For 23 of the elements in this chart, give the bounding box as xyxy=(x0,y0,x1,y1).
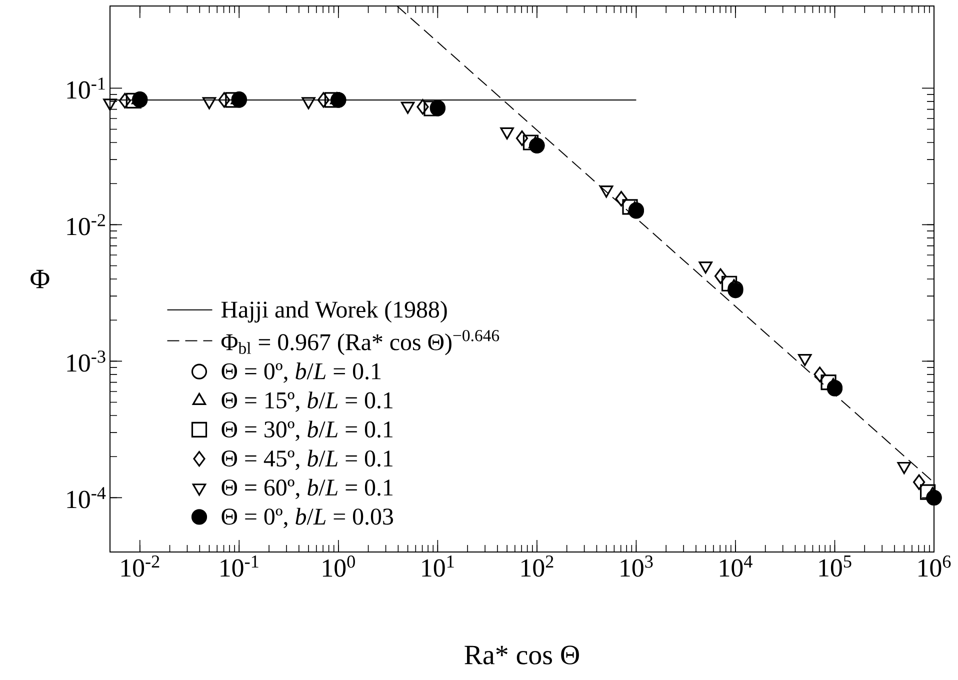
y-tick-label: 10$^{-3}$ xyxy=(67,350,106,372)
x-tick-label: 10$^{3}$ xyxy=(620,556,653,577)
legend-label: Θ = 60º, b/L = 0.1 xyxy=(222,478,392,500)
x-axis-title: Ra* cos Θ xyxy=(464,646,579,664)
x-tick-label: 10$^{0}$ xyxy=(322,556,355,577)
x-tick-label: 10$^{1}$ xyxy=(422,556,454,577)
y-tick-label: 10$^{-2}$ xyxy=(67,214,105,236)
x-tick-label: 10$^{2}$ xyxy=(521,556,554,577)
legend-label: Φ$_{bl}$ = 0.967 (Ra* cos Θ)$^{−0.646}$ xyxy=(221,330,500,356)
legend-label: Θ = 45º, b/L = 0.1 xyxy=(222,450,392,470)
y-tick-label: 10$^{-4}$ xyxy=(67,487,106,508)
legend-label: Hajji and Worek (1988) xyxy=(221,300,447,323)
y-axis-title: Φ xyxy=(30,270,50,288)
legend-label: Θ = 15º, b/L = 0.1 xyxy=(222,392,392,412)
x-tick-label: 10$^{-1}$ xyxy=(220,556,258,577)
legend-label: Θ = 0º, b/L = 0.03 xyxy=(222,508,393,528)
x-tick-label: 10$^{6}$ xyxy=(918,556,951,577)
x-tick-label: 10$^{-2}$ xyxy=(121,556,160,577)
y-tick-label: 10$^{-1}$ xyxy=(67,78,105,99)
legend-label: Θ = 0º, b/L = 0.1 xyxy=(222,362,381,383)
x-tick-label: 10$^{4}$ xyxy=(720,556,752,577)
x-tick-label: 10$^{5}$ xyxy=(819,556,852,577)
legend-label: Θ = 30º, b/L = 0.1 xyxy=(222,420,392,441)
